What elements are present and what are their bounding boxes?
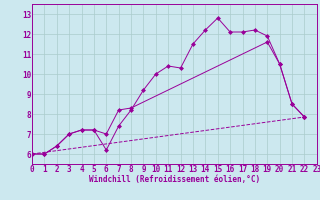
X-axis label: Windchill (Refroidissement éolien,°C): Windchill (Refroidissement éolien,°C) <box>89 175 260 184</box>
